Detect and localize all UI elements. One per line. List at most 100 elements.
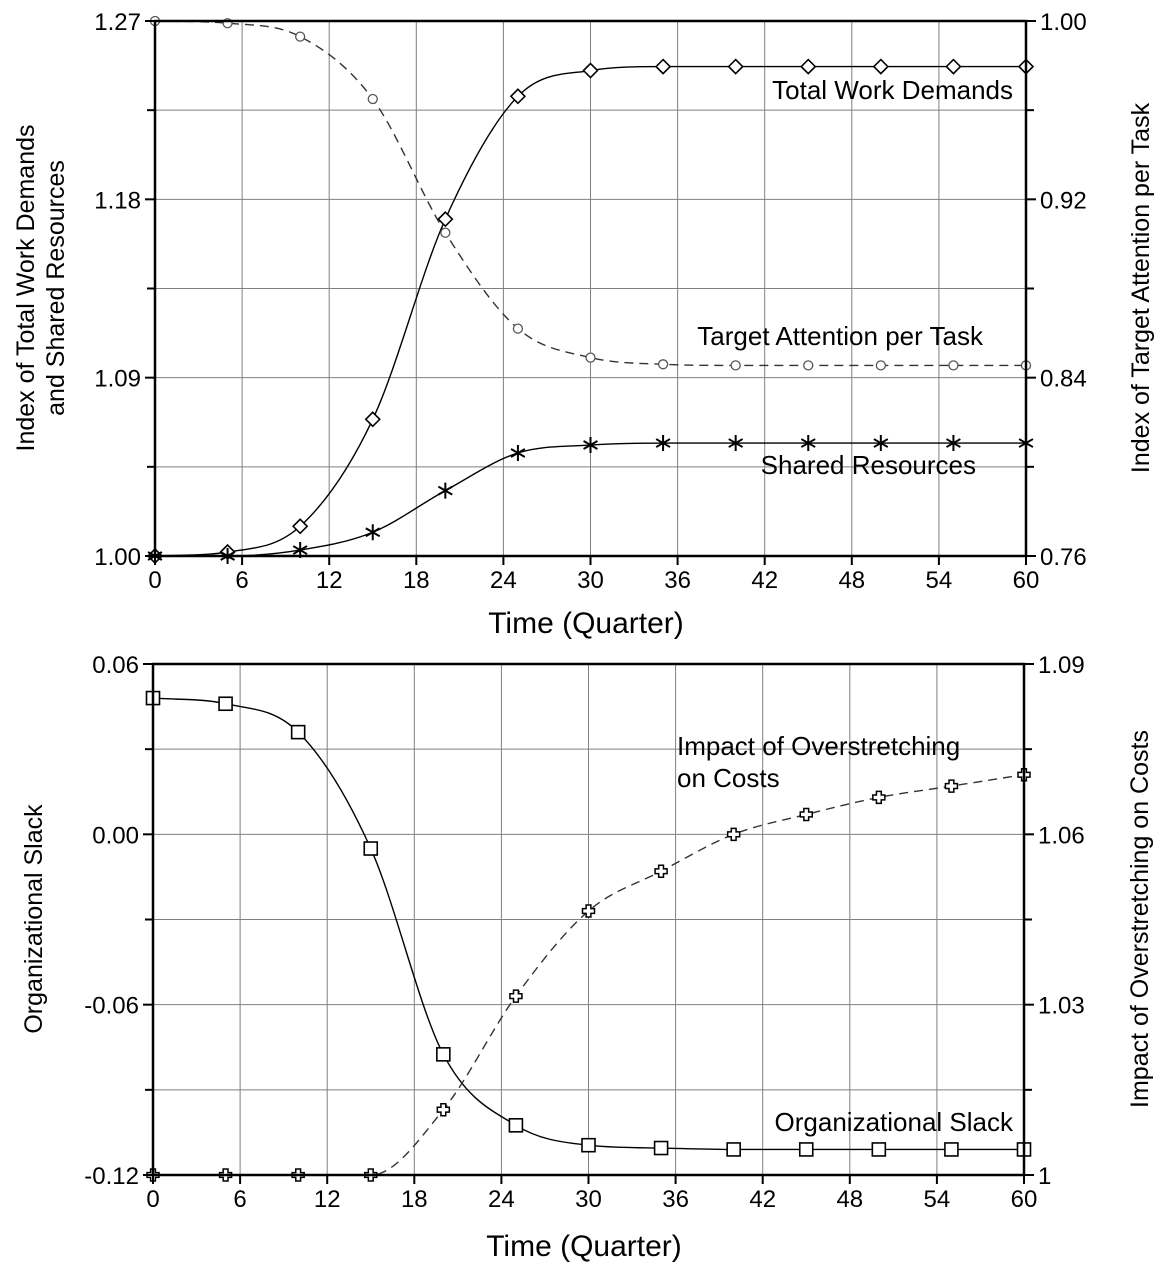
- y2-tick-label: 1.03: [1038, 993, 1085, 1020]
- y-tick-label: 1.27: [94, 9, 141, 36]
- data-point-organizational-slack: [508, 1118, 524, 1133]
- data-point-total-work-demands: [800, 58, 817, 75]
- x-tick-label: 60: [1013, 567, 1040, 594]
- x-tick-label: 54: [926, 567, 953, 594]
- data-point-shared-resources: [510, 444, 526, 461]
- data-point-shared-resources: [437, 482, 453, 499]
- data-point-organizational-slack: [944, 1142, 959, 1157]
- x-tick-label: 12: [314, 1186, 341, 1213]
- data-point-target-attention-per-task: [730, 360, 741, 371]
- data-point-total-work-demands: [292, 518, 309, 535]
- data-point-organizational-slack: [436, 1047, 451, 1062]
- y-tick-label: 1.00: [94, 544, 141, 571]
- data-point-organizational-slack: [798, 1142, 814, 1157]
- x-tick-label: 6: [233, 1186, 246, 1213]
- data-point-impact-of-overstretching-on-costs: [581, 904, 596, 918]
- label-total-work-demands: Total Work Demands: [772, 75, 1013, 105]
- y2-tick-label: 0.76: [1040, 544, 1087, 571]
- data-point-impact-of-overstretching-on-costs: [872, 790, 886, 805]
- y2-tick-label: 0.84: [1040, 366, 1087, 393]
- data-point-impact-of-overstretching-on-costs: [654, 864, 668, 878]
- data-point-total-work-demands: [945, 58, 962, 75]
- data-point-shared-resources: [365, 524, 381, 541]
- data-point-organizational-slack: [871, 1142, 887, 1157]
- x-tick-label: 42: [751, 567, 778, 594]
- data-point-target-attention-per-task: [585, 352, 596, 363]
- data-point-target-attention-per-task: [657, 359, 669, 370]
- label-impact-line2: on Costs: [677, 763, 780, 793]
- x-tick-label: 6: [235, 567, 248, 594]
- data-point-target-attention-per-task: [803, 360, 814, 371]
- data-point-organizational-slack: [290, 724, 306, 740]
- y-tick-label: 0.06: [92, 652, 139, 679]
- data-point-organizational-slack: [581, 1137, 596, 1153]
- data-point-total-work-demands: [364, 411, 381, 428]
- data-point-target-attention-per-task: [295, 31, 306, 42]
- data-point-organizational-slack: [653, 1140, 669, 1156]
- data-point-target-attention-per-task: [875, 360, 886, 371]
- data-point-total-work-demands: [872, 58, 889, 75]
- data-point-organizational-slack: [363, 841, 379, 856]
- x-tick-label: 24: [490, 567, 517, 594]
- label-shared-resources: Shared Resources: [761, 450, 976, 480]
- data-point-total-work-demands: [727, 58, 744, 75]
- data-point-impact-of-overstretching-on-costs: [944, 779, 959, 793]
- data-point-total-work-demands: [654, 58, 672, 75]
- chart-top-xlabel: Time (Quarter): [488, 607, 684, 640]
- data-point-shared-resources: [655, 435, 671, 452]
- data-point-impact-of-overstretching-on-costs: [436, 1102, 451, 1117]
- chart-top: 0 6 12 18 24 30 36 42 48 54 60 1.00 1.09 1.18 1.27 0.76…: [12, 9, 1155, 640]
- data-point-total-work-demands: [582, 62, 599, 79]
- chart-top-ylabel-line1: Index of Total Work Demands: [12, 124, 40, 451]
- chart-top-grid: [155, 21, 1026, 556]
- x-tick-label: 12: [316, 567, 343, 594]
- data-point-shared-resources: [873, 435, 889, 452]
- x-tick-label: 30: [577, 567, 604, 594]
- y-tick-label: 0.00: [92, 822, 139, 849]
- y-tick-label: 1.18: [94, 187, 141, 214]
- y-tick-label: 1.09: [94, 366, 141, 393]
- y2-tick-label: 1: [1038, 1163, 1051, 1190]
- data-point-impact-of-overstretching-on-costs: [799, 807, 813, 822]
- x-tick-label: 54: [924, 1186, 951, 1213]
- data-point-target-attention-per-task: [367, 93, 378, 105]
- y2-tick-label: 1.00: [1040, 9, 1087, 36]
- y2-tick-label: 1.09: [1038, 652, 1085, 679]
- data-point-organizational-slack: [726, 1142, 741, 1157]
- data-point-total-work-demands: [509, 88, 527, 105]
- data-point-shared-resources: [728, 435, 744, 452]
- chart-bottom-xlabel: Time (Quarter): [486, 1230, 682, 1263]
- chart-bottom-ylabel: Organizational Slack: [20, 804, 48, 1034]
- x-tick-label: 18: [403, 567, 430, 594]
- data-point-shared-resources: [800, 435, 816, 452]
- x-tick-label: 0: [146, 1186, 159, 1213]
- data-point-shared-resources: [945, 435, 961, 452]
- chart-bottom-grid: [153, 664, 1024, 1175]
- data-point-impact-of-overstretching-on-costs: [509, 989, 523, 1003]
- chart-bottom-markers: [145, 690, 1032, 1182]
- chart-bottom-ticks: 0 6 12 18 24 30 36 42 48 54 60 -0.12 -0.06 0.00 0.06 1 1…: [84, 652, 1084, 1213]
- y2-tick-label: 1.06: [1038, 822, 1085, 849]
- x-tick-label: 42: [749, 1186, 776, 1213]
- data-point-target-attention-per-task: [512, 323, 524, 334]
- x-tick-label: 36: [662, 1186, 689, 1213]
- y-tick-label: -0.12: [84, 1163, 139, 1190]
- chart-bottom: 0 6 12 18 24 30 36 42 48 54 60 -0.12 -0.06 0.00 0.06 1 1…: [20, 652, 1154, 1263]
- x-tick-label: 18: [401, 1186, 428, 1213]
- chart-top-ylabel-line2: and Shared Resources: [42, 160, 70, 416]
- data-point-target-attention-per-task: [440, 227, 451, 238]
- chart-bottom-y2label: Impact of Overstretching on Costs: [1126, 730, 1154, 1108]
- chart-top-markers: [146, 15, 1035, 565]
- chart-top-y2label: Index of Target Attention per Task: [1127, 102, 1155, 473]
- x-tick-label: 24: [488, 1186, 515, 1213]
- x-tick-label: 0: [148, 567, 161, 594]
- label-target-attention: Target Attention per Task: [697, 321, 984, 351]
- data-point-total-work-demands: [437, 211, 454, 228]
- data-point-shared-resources: [583, 437, 598, 454]
- y-tick-label: -0.06: [84, 993, 139, 1020]
- data-point-organizational-slack: [218, 696, 233, 712]
- x-tick-label: 60: [1011, 1186, 1038, 1213]
- y2-tick-label: 0.92: [1040, 187, 1087, 214]
- x-tick-label: 48: [836, 1186, 863, 1213]
- label-impact-line1: Impact of Overstretching: [677, 731, 960, 761]
